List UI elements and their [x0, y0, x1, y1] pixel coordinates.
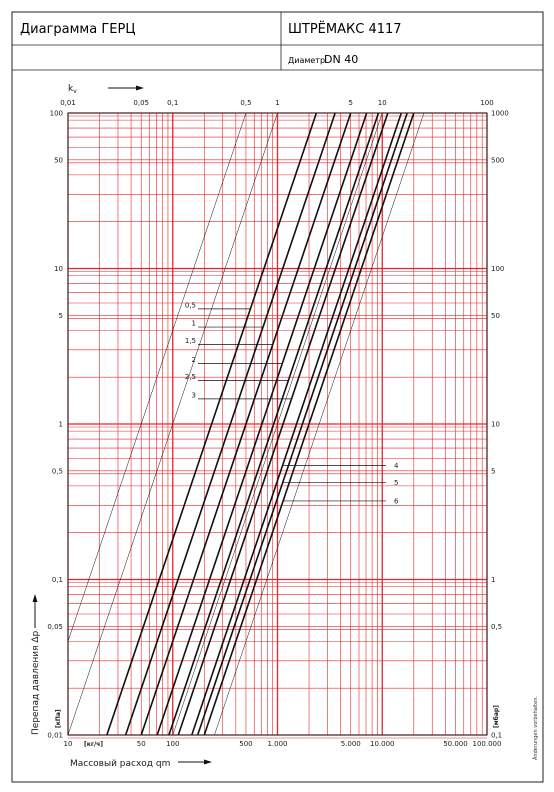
y-axis-title: Перепад давления Δp — [31, 630, 41, 735]
x-tick-label: 5.000 — [341, 740, 361, 748]
series-line-3 — [140, 112, 352, 736]
x-tick-label: 50.000 — [443, 740, 468, 748]
y-left-tick-label: 0,5 — [52, 467, 63, 475]
plot-frame — [67, 112, 488, 736]
y-right-tick-label: 1000 — [491, 110, 509, 118]
left-axis-unit: [кПа] — [55, 709, 62, 728]
x-tick-label: 100 — [166, 740, 179, 748]
kv-tick-label: 0,1 — [167, 99, 178, 107]
tick-labels: 0,01 0,05 0,1 0,5 1 5 10 100 10 50 100 500 1.000 5.00… — [47, 99, 508, 748]
y-left-tick-label: 0,05 — [47, 623, 63, 631]
series-label-4: 2 — [192, 356, 196, 364]
series-label-6: 3 — [192, 391, 196, 399]
y-right-tick-label: 0,5 — [491, 623, 502, 631]
y-left-tick-label: 1 — [59, 421, 63, 429]
series-label-3: 1,5 — [185, 337, 196, 345]
kv-axis-arrow — [108, 85, 144, 91]
y-right-tick-label: 5 — [491, 467, 495, 475]
y-right-tick-label: 50 — [491, 312, 500, 320]
y-right-tick-label: 500 — [491, 156, 504, 164]
x-tick-label: 10.000 — [370, 740, 395, 748]
x-tick-label: 1.000 — [267, 740, 287, 748]
x-axis-unit: [кг/ч] — [84, 741, 103, 748]
series-label-7: 4 — [394, 462, 399, 470]
series-label-5: 2,5 — [185, 373, 196, 381]
kv-reference-line — [67, 112, 247, 642]
x-tick-label: 100.000 — [473, 740, 502, 748]
series-line-2 — [124, 112, 336, 736]
kv-tick-label: 5 — [348, 99, 352, 107]
kv-tick-label: 0,05 — [133, 99, 149, 107]
kv-tick-label: 1 — [275, 99, 279, 107]
y-right-tick-label: 1 — [491, 576, 495, 584]
y-left-tick-label: 50 — [54, 156, 63, 164]
series-label-2: 1 — [192, 320, 196, 328]
y-left-tick-label: 0,1 — [52, 576, 63, 584]
kv-reference-line — [172, 112, 383, 736]
y-left-tick-label: 100 — [50, 110, 63, 118]
series-line-4 — [156, 112, 368, 736]
y-left-tick-label: 5 — [59, 312, 63, 320]
x-tick-label: 500 — [239, 740, 252, 748]
series-line-8 — [196, 112, 408, 736]
diameter-caption: Диаметр — [288, 56, 325, 65]
series-line-7 — [191, 112, 403, 736]
y-left-tick-label: 10 — [54, 265, 63, 273]
series-label-9: 6 — [394, 497, 399, 505]
footer-note: Änderungen vorbehalten. — [532, 696, 539, 760]
y-right-tick-label: 0,1 — [491, 732, 502, 740]
series-line-1 — [106, 112, 318, 736]
kv-tick-label: 100 — [480, 99, 493, 107]
series-label-8: 5 — [394, 479, 398, 487]
outer-frame — [11, 11, 544, 783]
x-tick-label: 50 — [137, 740, 146, 748]
kv-axis-label: kv — [68, 84, 77, 95]
x-axis-title: Массовый расход qm — [70, 759, 170, 769]
kv-tick-label: 0,5 — [240, 99, 251, 107]
kv-reference-line — [214, 112, 425, 736]
series-line-5 — [168, 112, 380, 736]
diameter-value: DN 40 — [324, 53, 358, 66]
y-right-tick-label: 100 — [491, 265, 504, 273]
y-axis-arrow — [32, 594, 38, 628]
right-axis-unit: [мбар] — [493, 705, 500, 728]
x-axis-arrow — [178, 759, 212, 765]
y-left-tick-label: 0,01 — [47, 732, 63, 740]
kv-tick-label: 0,01 — [60, 99, 76, 107]
kv-tick-label: 10 — [378, 99, 387, 107]
series-line-9 — [203, 112, 415, 736]
x-tick-label: 10 — [64, 740, 73, 748]
series-labels: 0,5 1 1,5 2 2,5 3 4 5 6 — [185, 301, 399, 505]
product-name: ШТРЁМАКС 4117 — [288, 21, 402, 37]
y-right-tick-label: 10 — [491, 421, 500, 429]
diagram-title: Диаграмма ГЕРЦ — [20, 22, 135, 37]
series-lines — [106, 112, 415, 736]
series-label-1: 0,5 — [185, 301, 196, 309]
kv-reference-line — [67, 112, 278, 736]
series-line-6 — [177, 112, 389, 736]
